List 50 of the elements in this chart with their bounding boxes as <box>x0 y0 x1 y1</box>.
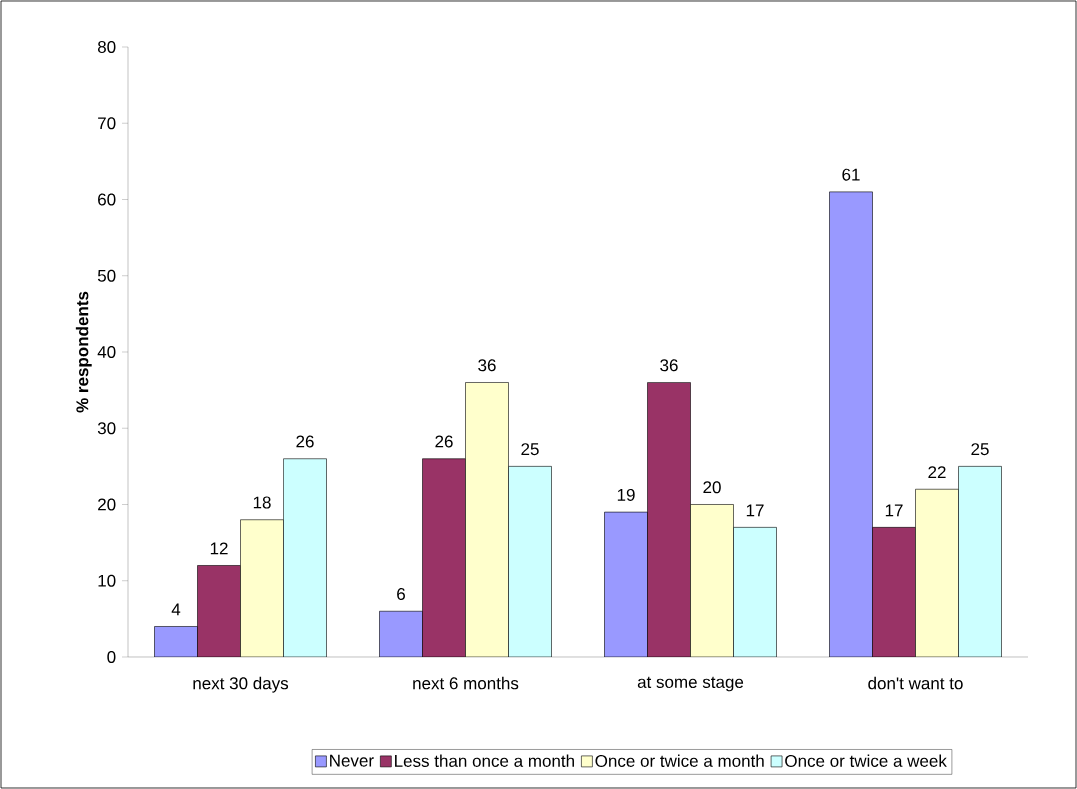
bar <box>154 626 198 657</box>
y-tick-label: 40 <box>97 345 116 359</box>
bar <box>733 527 777 657</box>
legend-label: Once or twice a week <box>785 754 947 767</box>
bar <box>958 466 1002 657</box>
data-label: 22 <box>928 466 946 479</box>
y-tick-label: 0 <box>107 650 116 664</box>
bar <box>829 191 873 657</box>
legend-label: Less than once a month <box>395 754 574 767</box>
legend-label: Once or twice a month <box>595 754 764 767</box>
data-label: 25 <box>521 443 539 456</box>
bar <box>283 458 327 657</box>
bar <box>197 565 241 657</box>
data-label: 25 <box>971 443 989 456</box>
legend-label: Never <box>330 754 374 767</box>
y-tick-label: 20 <box>98 498 116 511</box>
bar <box>647 382 691 657</box>
bar <box>690 504 734 657</box>
bar <box>422 458 466 657</box>
bar <box>379 610 423 657</box>
data-label: 17 <box>885 504 903 517</box>
data-label: 26 <box>435 435 453 448</box>
bar <box>872 527 916 657</box>
x-tick-label: don't want to <box>868 676 963 690</box>
data-label: 6 <box>397 588 405 601</box>
bar <box>915 488 959 657</box>
data-label: 18 <box>253 496 271 509</box>
bar <box>240 519 284 657</box>
data-label: 12 <box>210 542 228 555</box>
data-label: 20 <box>703 481 721 494</box>
data-label: 17 <box>746 504 764 517</box>
data-label: 26 <box>296 435 314 448</box>
y-tick-label: 70 <box>98 117 116 130</box>
x-tick-label: at some stage <box>637 676 744 692</box>
data-label: 36 <box>478 359 496 372</box>
y-tick-label: 80 <box>97 40 116 54</box>
data-label: 4 <box>171 603 181 616</box>
y-tick-label: 50 <box>97 269 116 282</box>
y-tick-label: 10 <box>98 574 116 587</box>
data-label: 36 <box>660 359 678 372</box>
y-tick-label: 60 <box>98 193 116 206</box>
x-tick-label: next 30 days <box>193 676 289 693</box>
bar <box>465 382 509 657</box>
y-axis-title: % respondents <box>75 291 92 413</box>
data-label: 19 <box>617 488 635 501</box>
data-label: 61 <box>842 168 860 181</box>
x-tick-label: next 6 months <box>413 676 519 690</box>
y-tick-label: 30 <box>97 422 116 435</box>
bar <box>604 511 648 657</box>
bar <box>508 466 552 657</box>
